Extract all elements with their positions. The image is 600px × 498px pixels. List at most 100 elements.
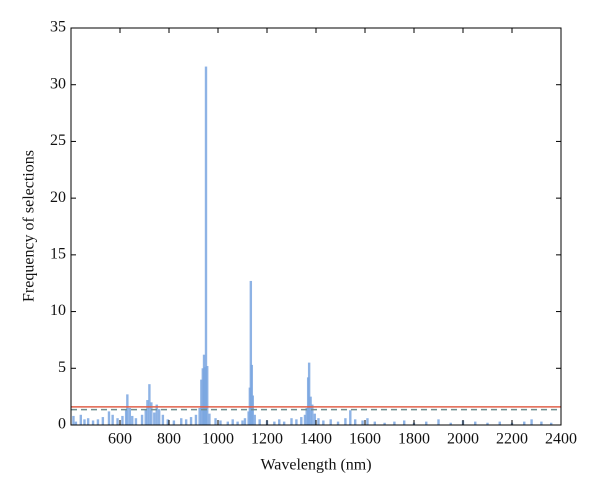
x-tick-label: 1600 <box>349 431 381 448</box>
x-tick-label: 2200 <box>496 431 528 448</box>
bar <box>172 420 176 425</box>
bar <box>349 410 352 425</box>
bar <box>311 404 314 425</box>
x-tick-label: 1200 <box>251 431 283 448</box>
bar <box>226 421 229 425</box>
bar <box>309 396 312 425</box>
bar <box>486 422 489 425</box>
bar <box>278 419 281 425</box>
bar <box>322 420 325 425</box>
y-tick-label: 35 <box>50 19 66 36</box>
bar <box>393 421 396 425</box>
bar <box>200 379 203 425</box>
bar <box>116 418 119 425</box>
y-tick-label: 0 <box>58 416 66 433</box>
bar <box>153 412 156 425</box>
y-tick-label: 25 <box>50 132 66 149</box>
bar <box>366 418 369 425</box>
x-tick-label: 1800 <box>398 431 430 448</box>
bar <box>249 280 253 425</box>
bar <box>140 414 144 425</box>
bar <box>107 411 111 425</box>
bar <box>373 421 376 425</box>
bar <box>295 419 298 425</box>
bar <box>247 411 250 425</box>
bar <box>146 400 149 425</box>
bar <box>180 418 183 425</box>
bar <box>158 409 161 425</box>
bar <box>336 421 340 425</box>
bar <box>155 404 158 425</box>
bar <box>150 402 153 425</box>
bar <box>383 422 386 425</box>
bar <box>243 418 247 425</box>
y-tick-label: 5 <box>58 359 66 376</box>
bar <box>303 414 307 425</box>
bar <box>189 417 193 425</box>
bar <box>204 66 208 426</box>
bar <box>96 419 100 425</box>
bar <box>425 421 428 425</box>
plot-frame <box>70 27 562 426</box>
x-tick-label: 800 <box>157 431 181 448</box>
bar <box>144 409 147 425</box>
bar <box>126 394 129 425</box>
bar <box>236 421 239 425</box>
bar <box>79 414 82 425</box>
x-tick-label: 1400 <box>300 431 332 448</box>
bar <box>134 418 138 425</box>
x-tick-label: 2000 <box>447 431 479 448</box>
bar <box>124 410 128 425</box>
bar <box>214 418 217 425</box>
bar <box>449 422 452 425</box>
bar <box>128 407 131 425</box>
bar <box>121 415 124 425</box>
bar <box>74 421 78 425</box>
bar <box>253 414 256 425</box>
bar <box>184 419 188 425</box>
bar <box>83 419 86 425</box>
bar <box>241 420 244 425</box>
x-tick-label: 1000 <box>202 431 234 448</box>
bar <box>198 407 201 425</box>
bar <box>307 362 311 425</box>
bar <box>344 418 347 425</box>
bar <box>161 414 165 425</box>
y-tick-label: 30 <box>50 75 66 92</box>
x-tick-label: 2400 <box>545 431 577 448</box>
bar <box>354 419 357 425</box>
y-tick-label: 20 <box>50 189 66 206</box>
y-tick-label: 15 <box>50 246 66 263</box>
bar <box>231 419 234 425</box>
bar <box>273 421 276 425</box>
bar <box>523 421 526 425</box>
bar <box>194 414 198 425</box>
bar <box>111 414 114 425</box>
bar <box>437 419 440 425</box>
bar <box>282 421 286 425</box>
bar <box>91 420 95 425</box>
bar <box>86 418 90 425</box>
bar <box>403 420 406 425</box>
bar <box>329 419 332 425</box>
bar <box>72 415 75 425</box>
bar <box>550 422 553 425</box>
bar <box>206 366 209 425</box>
bar <box>201 368 205 425</box>
bar <box>290 418 293 425</box>
bar <box>317 418 320 425</box>
bar <box>258 419 261 425</box>
bar <box>101 417 105 425</box>
bar <box>166 419 169 425</box>
bar <box>208 413 211 425</box>
bar <box>313 413 316 425</box>
y-tick-label: 10 <box>50 302 66 319</box>
x-tick-label: 600 <box>108 431 132 448</box>
bar <box>474 421 477 425</box>
bar <box>148 384 151 425</box>
bar <box>300 417 303 425</box>
bar <box>305 407 308 425</box>
x-axis-label: Wavelength (nm) <box>260 457 371 474</box>
bar <box>540 421 543 425</box>
bar <box>131 415 134 425</box>
